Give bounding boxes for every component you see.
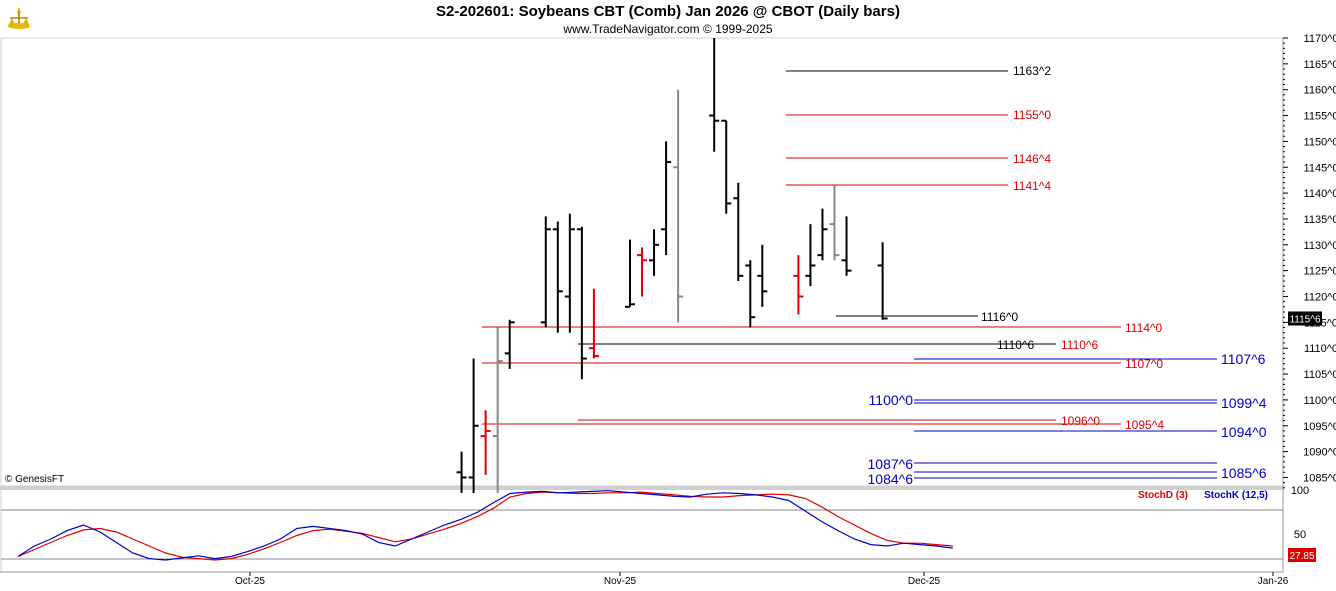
stoch-last-label: 27.85	[1289, 551, 1314, 562]
price-tick-label: 1170^0	[1304, 33, 1336, 45]
last-price-badge	[1288, 311, 1322, 326]
price-tick-label: 1120^0	[1304, 292, 1336, 304]
price-bar	[817, 208, 828, 261]
chart-frame	[0, 37, 1284, 573]
price-bar	[829, 185, 840, 261]
level-label: 1116^0	[981, 310, 1019, 324]
price-bar	[492, 327, 503, 493]
time-tick-label: Dec-25	[908, 576, 941, 587]
price-bar	[588, 288, 599, 359]
time-tick-label: Jan-26	[1258, 576, 1289, 587]
price-bar	[480, 410, 491, 475]
price-bar	[468, 358, 479, 493]
price-bar	[673, 89, 684, 323]
price-tick-label: 1090^0	[1303, 447, 1336, 459]
price-bar	[456, 451, 467, 493]
chart-subtitle: www.TradeNavigator.com © 1999-2025	[563, 22, 773, 36]
price-bar	[877, 242, 888, 320]
price-tick-label: 1085^0	[1303, 472, 1336, 484]
time-tick-label: Nov-25	[604, 576, 637, 587]
level-label: 1155^0	[1013, 108, 1051, 122]
stoch-last-badge	[1288, 548, 1316, 562]
price-bar	[649, 229, 660, 276]
price-bar	[661, 141, 672, 256]
price-bar	[576, 226, 587, 380]
stochk-legend: StochK (12,5)	[1204, 490, 1268, 501]
level-label: 1100^0	[869, 392, 914, 408]
price-bar	[841, 216, 852, 276]
level-label: 1114^0	[1125, 321, 1163, 335]
price-tick-label: 1110^0	[1304, 343, 1336, 355]
level-label: 1163^2	[1013, 64, 1051, 78]
price-tick-label: 1165^0	[1304, 59, 1336, 71]
stoch-tick-label: 50	[1294, 529, 1306, 541]
price-bar	[564, 213, 575, 333]
panel-splitter	[0, 486, 1284, 490]
price-tick-label: 1145^0	[1304, 162, 1336, 174]
level-label: 1095^4	[1125, 418, 1164, 432]
price-bar	[721, 119, 732, 214]
chart-title: S2-202601: Soybeans CBT (Comb) Jan 2026 …	[436, 3, 900, 20]
level-label: 1094^0	[1221, 424, 1267, 440]
stoch-tick-label: 100	[1291, 485, 1309, 497]
last-price-label: 1115^6	[1289, 314, 1320, 325]
copyright-note: © GenesisFT	[5, 474, 65, 485]
price-bar	[624, 239, 635, 308]
level-label: 1096^0	[1061, 414, 1100, 428]
level-label: 1107^6	[1221, 351, 1266, 367]
price-tick-label: 1130^0	[1304, 240, 1336, 252]
price-tick-label: 1100^0	[1304, 395, 1336, 407]
price-axis: 1170^0 1165^0 1160^0 1155^0 1150^0 1145^0 1140…	[1283, 33, 1336, 489]
level-label: 1084^6	[868, 471, 914, 487]
price-tick-label: 1155^0	[1304, 111, 1336, 123]
price-tick-label: 1140^0	[1304, 188, 1336, 200]
price-bar	[637, 247, 648, 297]
price-tick-label: 1135^0	[1304, 214, 1336, 226]
price-bar	[540, 216, 551, 328]
level-label: 1107^0	[1125, 357, 1163, 371]
stoch-panel-border	[0, 488, 1284, 573]
price-bar	[757, 244, 768, 307]
price-bars	[456, 38, 888, 493]
price-tick-label: 1150^0	[1304, 136, 1336, 148]
level-label: 1110^6	[1061, 338, 1099, 352]
price-tick-label: 1105^0	[1304, 369, 1336, 381]
price-bar	[733, 182, 744, 281]
stochd-line	[17, 491, 953, 561]
stochastic-panel: StochD (3) StochK (12,5) 100 50 27.85	[17, 485, 1316, 562]
level-label: 1085^6	[1221, 465, 1267, 481]
price-bar	[805, 224, 816, 287]
price-bar	[504, 319, 515, 369]
level-label: 1099^4	[1221, 395, 1267, 411]
price-bar	[552, 221, 563, 333]
time-axis: Oct-25 Nov-25 Dec-25 Jan-26	[0, 571, 1289, 587]
level-lines: 1163^2 1155^0 1146^4 1141^4 1116^0 1114^0 1110…	[482, 64, 1267, 487]
level-label: 1110^6	[997, 338, 1035, 352]
price-tick-label: 1160^0	[1304, 85, 1336, 97]
stochk-line	[17, 490, 953, 561]
level-label: 1087^6	[868, 456, 914, 472]
trade-navigator-logo-icon	[4, 4, 34, 39]
price-tick-label: 1095^0	[1303, 421, 1336, 433]
stochd-legend: StochD (3)	[1138, 490, 1188, 501]
level-label: 1141^4	[1013, 179, 1051, 193]
time-tick-label: Oct-25	[235, 576, 265, 587]
price-bar	[793, 255, 804, 315]
price-bar	[709, 38, 720, 152]
level-label: 1146^4	[1013, 152, 1051, 166]
price-tick-label: 1125^0	[1304, 266, 1336, 278]
price-bar	[745, 260, 756, 328]
